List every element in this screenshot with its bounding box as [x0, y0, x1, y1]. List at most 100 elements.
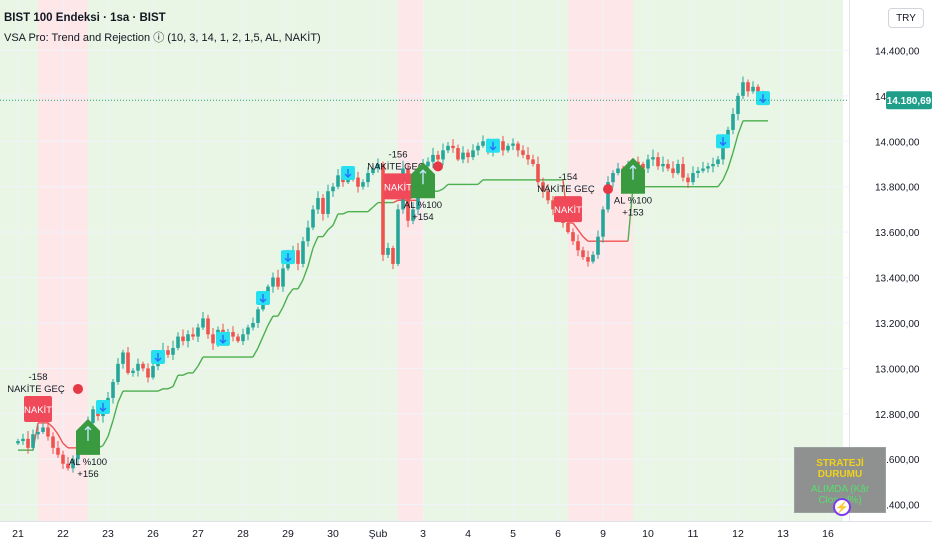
trend-segment: [727, 152, 734, 169]
buy-signal: AL %100+156: [69, 418, 107, 480]
candle-body: [26, 438, 30, 448]
candle-body: [446, 145, 450, 151]
candle-body: [271, 277, 275, 287]
candle: [651, 149, 655, 167]
candle: [16, 438, 20, 446]
candle: [746, 79, 750, 97]
trend-segment: [157, 388, 164, 392]
candle-body: [336, 175, 340, 187]
trend-segment: [392, 199, 399, 204]
candle: [26, 431, 30, 454]
candle-body: [666, 163, 670, 169]
candle-body: [671, 168, 675, 174]
candle: [396, 204, 400, 267]
candle-body: [736, 95, 740, 115]
strategy-status-panel: STRATEJİ DURUMU ALIMDA (Kâr Closed%): [794, 447, 886, 513]
candle: [61, 450, 65, 469]
candle-body: [746, 82, 750, 92]
candle-body: [456, 148, 460, 160]
candle-body: [331, 186, 335, 192]
candle: [516, 141, 520, 157]
candle: [411, 201, 415, 225]
trend-segment: [732, 134, 739, 153]
candle-body: [246, 327, 250, 335]
candle: [46, 420, 50, 441]
candle-body: [501, 141, 505, 151]
trend-segment: [107, 420, 114, 437]
trend-segment: [112, 402, 119, 421]
trend-segment: [717, 179, 724, 188]
candle: [201, 311, 205, 330]
arrow-icon: [99, 402, 107, 412]
candle-body: [546, 191, 550, 201]
candle-body: [686, 177, 690, 183]
candle: [716, 156, 720, 168]
arrow-icon: [219, 334, 227, 344]
candle: [236, 333, 240, 343]
candle: [736, 92, 740, 121]
sell-signal-pnl: -154: [558, 172, 577, 183]
candle-body: [431, 154, 435, 162]
candle-body: [386, 248, 390, 255]
candle-body: [121, 352, 125, 364]
candle: [586, 250, 590, 267]
candle: [301, 236, 305, 268]
candle: [181, 329, 185, 346]
candle-body: [206, 318, 210, 335]
candle-body: [641, 163, 645, 169]
candle: [356, 171, 360, 193]
candle-body: [596, 236, 600, 255]
price-axis[interactable]: [849, 0, 932, 521]
time-axis[interactable]: [0, 521, 932, 551]
candle: [36, 424, 40, 440]
candle: [656, 152, 660, 170]
candle: [601, 206, 605, 243]
candle-body: [296, 250, 300, 264]
candle-body: [181, 336, 185, 342]
candle: [41, 422, 45, 435]
trend-segment: [262, 324, 269, 337]
arrow-up-icon: [629, 164, 637, 180]
candle: [91, 405, 95, 426]
sell-signal: NAKİT NAKİTE GEÇ-156: [367, 149, 443, 200]
trend-segment: [477, 179, 484, 185]
candle-body: [146, 368, 150, 378]
trend-segment: [307, 247, 314, 267]
sell-dot-icon: [603, 184, 613, 195]
currency-button[interactable]: TRY: [888, 8, 924, 28]
lightning-icon[interactable]: ⚡: [833, 498, 851, 516]
trend-segment: [102, 436, 109, 446]
candle-body: [566, 223, 570, 233]
candle-body: [166, 350, 170, 355]
arrow-up-icon: [84, 425, 92, 441]
candle: [436, 150, 440, 164]
candle-body: [191, 334, 195, 337]
trend-segment: [372, 202, 379, 208]
candle: [371, 165, 375, 176]
candle: [506, 143, 510, 153]
sell-signal-caption: NAKİTE GEÇ: [537, 184, 595, 195]
sell-signal-box: [24, 395, 52, 422]
trend-segment: [322, 229, 329, 238]
pullback-marker: [756, 91, 770, 106]
candle: [191, 327, 195, 340]
sell-signal-pnl: -158: [28, 372, 47, 383]
candle-body: [461, 152, 465, 160]
candle: [581, 246, 585, 261]
candle: [321, 194, 325, 221]
trend-segment: [342, 211, 349, 215]
candle: [51, 432, 55, 454]
candle: [186, 330, 190, 348]
candle: [246, 324, 250, 341]
candle-body: [356, 177, 360, 187]
candle: [466, 149, 470, 164]
candle-body: [231, 332, 235, 337]
pullback-marker: [151, 350, 165, 365]
candle-body: [316, 198, 320, 210]
candle-body: [131, 370, 135, 373]
candle: [616, 162, 620, 176]
candle-body: [691, 173, 695, 183]
candle: [551, 196, 555, 216]
